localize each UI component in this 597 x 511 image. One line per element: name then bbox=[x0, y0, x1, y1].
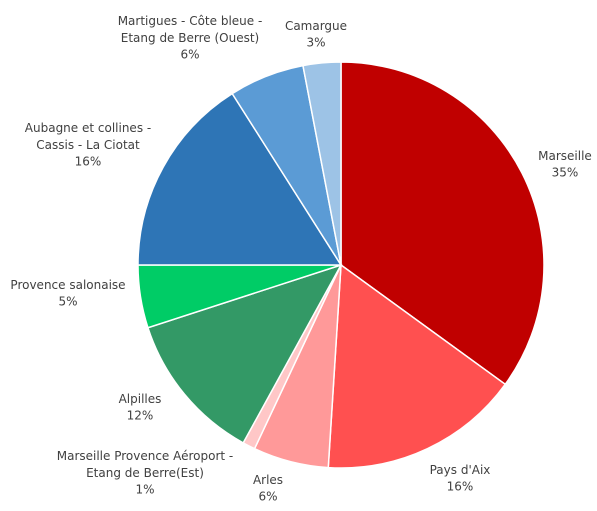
slice-value-label: 6% bbox=[180, 48, 199, 62]
pie-slice bbox=[302, 61, 342, 266]
slice-value-label: 6% bbox=[258, 490, 277, 504]
slice-label: Alpilles bbox=[119, 392, 162, 406]
slice-label: Camargue bbox=[285, 19, 347, 33]
slice-label: Aubagne et collines -Cassis - La Ciotat bbox=[25, 121, 151, 152]
slice-value-label: 16% bbox=[75, 155, 102, 169]
slice-label: Martigues - Côte bleue -Etang de Berre (… bbox=[118, 14, 263, 45]
slice-value-label: 16% bbox=[447, 480, 474, 494]
slice-label: Pays d'Aix bbox=[430, 463, 491, 477]
pie-slice bbox=[340, 61, 545, 386]
slice-label: Arles bbox=[253, 473, 283, 487]
slice-value-label: 35% bbox=[552, 166, 579, 180]
pie-slice bbox=[327, 263, 507, 469]
slice-value-label: 5% bbox=[58, 295, 77, 309]
pie-slice bbox=[146, 263, 343, 444]
slice-value-label: 12% bbox=[127, 409, 154, 423]
slice-label: Marseille bbox=[538, 149, 592, 163]
pie-slice bbox=[137, 92, 343, 266]
slice-label: Provence salonaise bbox=[10, 278, 125, 292]
slice-value-label: 3% bbox=[306, 36, 325, 50]
slice-value-label: 1% bbox=[135, 483, 154, 497]
slice-label: Marseille Provence Aéroport -Etang de Be… bbox=[57, 449, 234, 480]
